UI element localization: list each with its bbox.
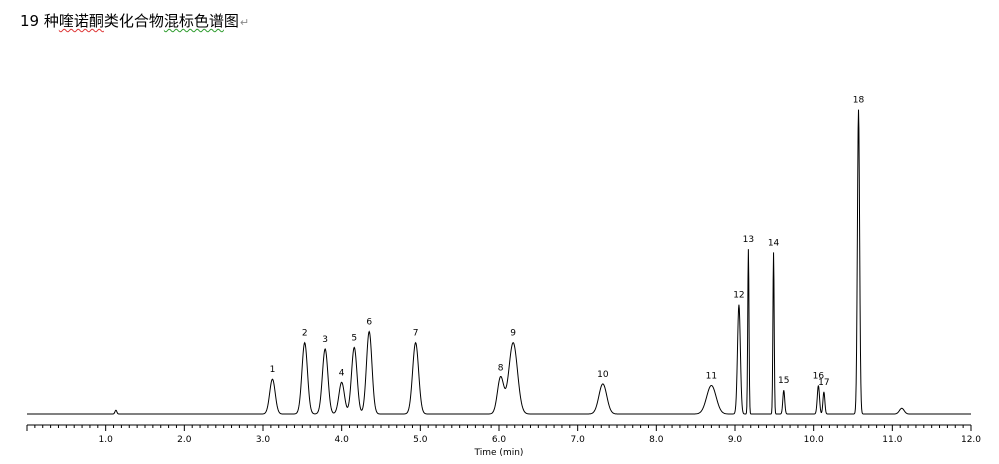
peak-label-2: 2 <box>302 329 308 339</box>
x-tick-label: 3.0 <box>256 435 271 445</box>
peak-label-14: 14 <box>768 238 780 248</box>
peak-label-12: 12 <box>733 291 744 301</box>
peak-label-17: 17 <box>818 378 829 388</box>
peak-label-18: 18 <box>853 96 865 106</box>
peak-label-7: 7 <box>413 329 419 339</box>
x-tick-label: 8.0 <box>649 435 664 445</box>
x-tick-label: 2.0 <box>177 435 192 445</box>
title-middle: 类化合物 <box>103 12 164 30</box>
peak-label-11: 11 <box>706 371 717 381</box>
title-prefix: 19 种 <box>20 12 59 30</box>
chromatogram-trace <box>27 109 971 415</box>
peak-label-9: 9 <box>510 329 516 339</box>
document-title: 19 种喹诺酮类化合物混标色谱图↵ <box>20 10 249 31</box>
x-tick-label: 7.0 <box>571 435 586 445</box>
x-tick-label: 10.0 <box>804 435 824 445</box>
peak-label-15: 15 <box>778 376 789 386</box>
peak-label-13: 13 <box>743 235 754 245</box>
title-grammar-flagged: 混标色谱 <box>163 12 224 30</box>
peak-label-8: 8 <box>498 364 504 374</box>
paragraph-mark-icon: ↵ <box>239 16 250 29</box>
x-tick-label: 5.0 <box>413 435 428 445</box>
x-tick-label: 11.0 <box>882 435 902 445</box>
x-tick-label: 6.0 <box>492 435 507 445</box>
x-tick-label: 12.0 <box>961 435 981 445</box>
peak-label-3: 3 <box>322 335 328 345</box>
x-axis-title: Time (min) <box>474 448 524 458</box>
peak-label-6: 6 <box>366 318 372 328</box>
title-misspelled-word: 喹诺酮 <box>58 12 104 30</box>
peak-label-10: 10 <box>597 370 609 380</box>
peak-label-5: 5 <box>351 333 357 343</box>
title-suffix: 图 <box>223 12 239 30</box>
x-tick-label: 9.0 <box>728 435 743 445</box>
peak-label-4: 4 <box>339 368 345 378</box>
x-axis: 1.0 2.0 3.0 4.0 5.0 6.0 7.0 8.0 9.0 10.0 11.0 12.0 <box>26 424 981 445</box>
plot-area <box>27 109 971 415</box>
x-tick-label: 1.0 <box>99 435 114 445</box>
x-tick-label: 4.0 <box>335 435 350 445</box>
peak-label-16: 16 <box>813 371 825 381</box>
peak-label-1: 1 <box>270 365 276 375</box>
